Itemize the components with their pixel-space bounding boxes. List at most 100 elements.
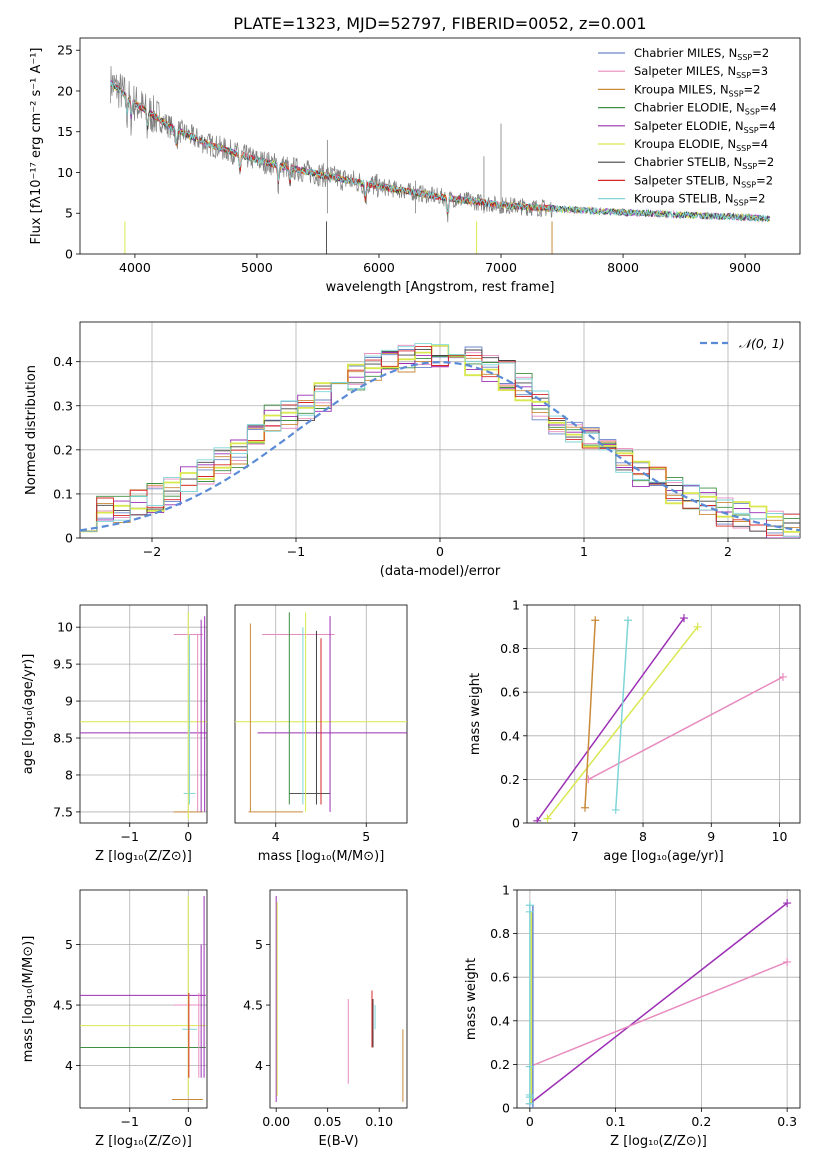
residuals-xtick-label-3: 1 (580, 544, 588, 559)
mass-vs-EBV-ytick-label-2: 5 (255, 937, 263, 952)
age-vs-Z-ytick-label-4: 9.5 (53, 657, 73, 672)
mass-vs-EBV-frame (269, 889, 408, 1109)
residuals-legend: 𝒩(0, 1) (700, 336, 785, 351)
age-vs-Z-ytick-label-0: 7.5 (53, 804, 73, 819)
weight-vs-age-ytick-label-4: 0.8 (500, 641, 520, 656)
wAge-line-3 (584, 620, 597, 808)
wZ-stackpt-1 (525, 907, 534, 916)
spectrum-ytick-label-1: 5 (65, 206, 73, 221)
wZ-stackpt-2 (525, 1062, 534, 1071)
weight-vs-age-ytick-label-1: 0.2 (500, 772, 520, 787)
spectrum-xtick-label-0: 4000 (119, 260, 151, 275)
age-vs-Z-ytick-label-3: 9 (65, 694, 73, 709)
residuals-hist-5 (80, 344, 800, 533)
spectrum-legend-label-3: Chabrier ELODIE, NSSP=4 (634, 101, 777, 117)
wAge-point-2-1 (693, 622, 702, 631)
weight-vs-Z-ylabel: mass weight (464, 958, 479, 1040)
wAge-line-1 (536, 617, 685, 822)
spectrum-legend-label-8: Kroupa STELIB, NSSP=2 (634, 192, 765, 208)
age-vs-Z-ytick-label-1: 8 (65, 767, 73, 782)
age-vs-mass-xtick-label-0: 4 (272, 829, 280, 844)
mass-vs-EBV-xtick-label-2: 0.10 (365, 1114, 393, 1129)
spectrum-ytick-label-4: 20 (57, 83, 73, 98)
spectrum-xtick-label-5: 9000 (729, 260, 761, 275)
ageM-plot-area (235, 612, 407, 813)
wAge-line-4 (614, 620, 629, 810)
age-vs-Z-xlabel: Z [log₁₀(Z/Z⊙)] (95, 849, 192, 864)
residuals-xtick-label-1: −1 (287, 544, 305, 559)
spectrum-ytick-label-0: 0 (65, 247, 73, 262)
weight-vs-Z-xlabel: Z [log₁₀(Z/Z⊙)] (610, 1134, 707, 1149)
spectrum-legend-label-5: Kroupa ELODIE, NSSP=4 (634, 137, 768, 153)
residuals-xtick-label-2: 0 (436, 544, 444, 559)
weight-vs-age-ylabel: mass weight (468, 673, 483, 755)
residuals-hist-7 (80, 346, 800, 536)
mass-vs-EBV-ytick-label-1: 4.5 (243, 998, 263, 1013)
mass-vs-Z-xtick-label-0: −1 (121, 1114, 139, 1129)
age-vs-mass-xlabel: mass [log₁₀(M/M⊙)] (258, 849, 385, 864)
weight-vs-Z-ytick-label-4: 0.8 (490, 926, 510, 941)
weight-vs-Z-ytick-label-5: 1 (502, 883, 510, 898)
wZ-line-0 (529, 902, 788, 1105)
spectrum-xtick-label-1: 5000 (241, 260, 273, 275)
wAge-point-2-0 (543, 814, 552, 823)
weight-vs-age-xtick-label-3: 10 (772, 829, 788, 844)
weight-vs-age-ytick-label-2: 0.4 (500, 728, 520, 743)
residuals-hist-8 (80, 343, 800, 537)
mass-vs-Z-ytick-label-1: 4.5 (53, 998, 73, 1013)
wZ-plot-area (525, 899, 792, 1108)
residuals-ytick-label-4: 0.4 (53, 354, 73, 369)
spectrum-ytick-label-2: 10 (57, 165, 73, 180)
spectrum-ytick-label-5: 25 (57, 43, 73, 58)
wAge-line-0 (588, 676, 784, 781)
spectrum-legend: Chabrier MILES, NSSP=2 Salpeter MILES, NS… (598, 46, 777, 208)
mE-plot-area (275, 896, 404, 1102)
spectrum-legend-label-1: Salpeter MILES, NSSP=3 (634, 64, 768, 80)
residuals-ylabel: Normed distribution (24, 365, 39, 495)
mZ-plot-area (80, 896, 206, 1101)
mass-vs-Z-axes: −1 0 4 4.5 5 Z [log₁₀(Z/Z⊙)] mass [log₁₀(M/M⊙)… (21, 889, 208, 1149)
weight-vs-age-xtick-label-0: 7 (571, 829, 579, 844)
weight-vs-Z-xtick-label-3: 0.3 (777, 1114, 797, 1129)
weight-vs-Z-ytick-label-1: 0.2 (490, 1057, 510, 1072)
weight-vs-age-xlabel: age [log₁₀(age/yr)] (603, 849, 724, 864)
wAge-line-2 (546, 626, 699, 820)
age-vs-mass-xtick-label-1: 5 (362, 829, 370, 844)
figure-title: PLATE=1323, MJD=52797, FIBERID=0052, z=0… (233, 14, 646, 33)
weight-vs-age-axes: 7 8 9 10 0 0.2 0.4 0.6 0.8 1 age [log₁₀(age/yr)] ma… (468, 598, 801, 864)
mass-vs-Z-ytick-label-0: 4 (65, 1058, 73, 1073)
spectrum-axes: 4000 5000 6000 7000 8000 9000 0 5 10 15 20 25 wavele… (29, 37, 801, 295)
residuals-legend-label: 𝒩(0, 1) (739, 336, 785, 351)
residuals-ytick-label-0: 0 (65, 531, 73, 546)
age-vs-Z-axes: −1 0 7.5 8 8.5 9 9.5 10 Z [log₁₀(Z/Z⊙)] age [log₁… (21, 604, 208, 864)
wZ-point-0-1 (783, 899, 792, 908)
mass-vs-EBV-axes: 0.00 0.05 0.10 4 4.5 5 E(B-V) (243, 889, 408, 1149)
spectrum-legend-label-4: Salpeter ELODIE, NSSP=4 (634, 119, 776, 135)
spectrum-xtick-label-2: 6000 (363, 260, 395, 275)
wAge-point-4-1 (624, 616, 633, 625)
spectrum-legend-label-0: Chabrier MILES, NSSP=2 (634, 46, 769, 62)
age-vs-Z-ytick-label-2: 8.5 (53, 731, 73, 746)
age-vs-Z-xtick-label-0: −1 (121, 829, 139, 844)
residuals-ytick-label-1: 0.1 (53, 486, 73, 501)
wAge-point-3-0 (581, 803, 590, 812)
residuals-axes: −2 −1 0 1 2 0 0.1 0.2 0.3 0.4 (data-model)/error No… (24, 321, 801, 579)
wAge-point-1-1 (679, 614, 688, 623)
weight-vs-age-ytick-label-5: 1 (512, 598, 520, 613)
residuals-ytick-label-3: 0.3 (53, 398, 73, 413)
residuals-xtick-label-0: −2 (143, 544, 161, 559)
weight-vs-age-xtick-label-2: 9 (707, 829, 715, 844)
mass-vs-Z-xlabel: Z [log₁₀(Z/Z⊙)] (95, 1134, 192, 1149)
residuals-gaussian-line (80, 360, 800, 532)
mass-vs-EBV-xtick-label-1: 0.05 (314, 1114, 342, 1129)
weight-vs-age-xtick-label-1: 8 (639, 829, 647, 844)
wZ-line-1 (529, 961, 788, 1068)
weight-vs-Z-ytick-label-2: 0.4 (490, 1013, 510, 1028)
residuals-xtick-label-4: 2 (724, 544, 732, 559)
spectrum-legend-label-7: Salpeter STELIB, NSSP=2 (634, 173, 773, 189)
spectrum-xtick-label-4: 8000 (607, 260, 639, 275)
wAge-point-1-0 (533, 816, 542, 823)
weight-vs-age-ytick-label-3: 0.6 (500, 685, 520, 700)
ageZ-plot-area (80, 612, 207, 820)
